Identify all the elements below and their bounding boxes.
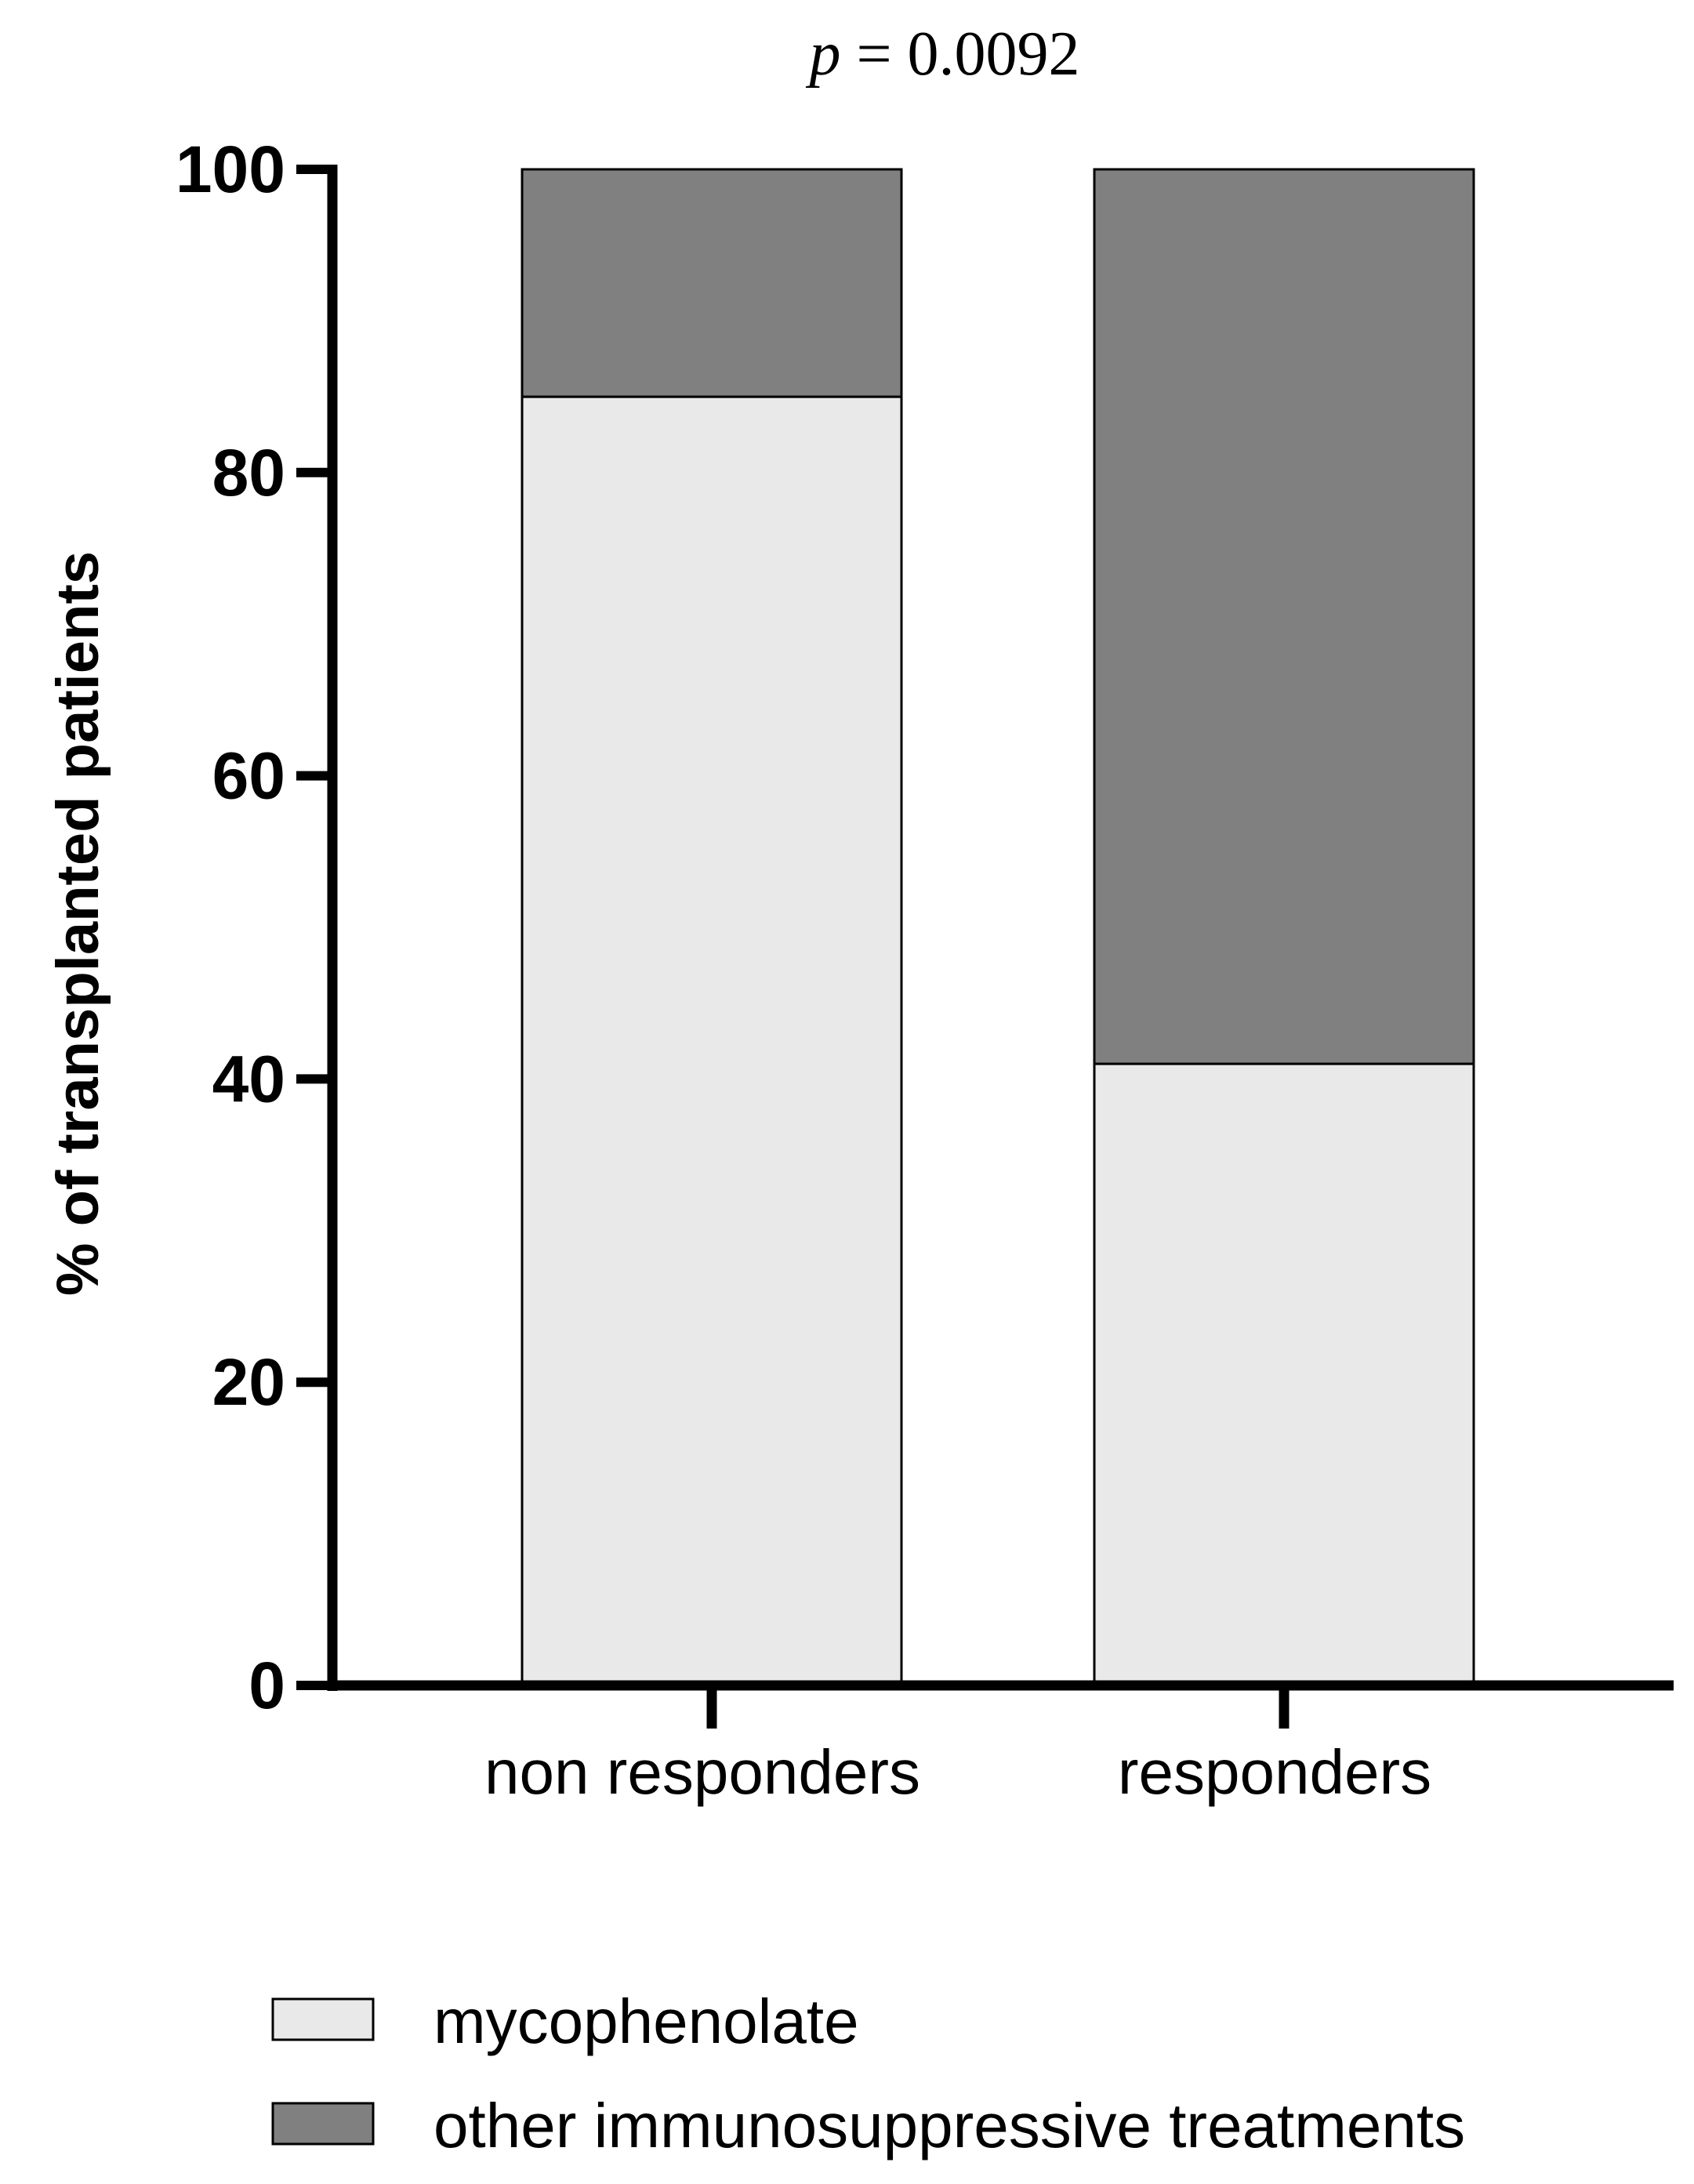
y-tick-label-0: 0 — [248, 1649, 285, 1722]
bar-other-treatments-responders — [1093, 168, 1475, 1065]
bars-layer — [521, 168, 1475, 1687]
x-tick-label-non-responders: non responders — [484, 1737, 920, 1807]
bar-mycophenolate-responders — [1093, 1062, 1475, 1687]
y-tick-label-40: 40 — [212, 1042, 285, 1116]
bar-other-treatments-non-responders — [521, 168, 903, 398]
y-tick-label-20: 20 — [212, 1345, 285, 1419]
y-tick-label-100: 100 — [176, 132, 285, 206]
bar-mycophenolate-non-responders — [521, 395, 903, 1687]
axes-layer: 0 20 40 60 80 100 non responders responders — [176, 132, 1674, 1807]
legend-swatch-mycophenolate — [271, 1997, 375, 2041]
legend-swatch-other-treatments — [271, 2102, 375, 2146]
y-axis-title: % of transplanted patients — [45, 551, 111, 1296]
legend-label-mycophenolate: mycophenolate — [433, 1986, 859, 2056]
legend: mycophenolate other immunosuppressive tre… — [271, 1986, 1465, 2160]
y-tick-label-60: 60 — [212, 739, 285, 813]
title-italic-part: p — [805, 20, 840, 89]
y-tick-label-80: 80 — [212, 436, 285, 510]
x-tick-label-responders: responders — [1118, 1737, 1431, 1807]
legend-label-other-treatments: other immunosuppressive treatments — [433, 2091, 1465, 2160]
title-rest-part: = 0.0092 — [840, 20, 1079, 89]
chart-title: p = 0.0092 — [805, 20, 1079, 89]
